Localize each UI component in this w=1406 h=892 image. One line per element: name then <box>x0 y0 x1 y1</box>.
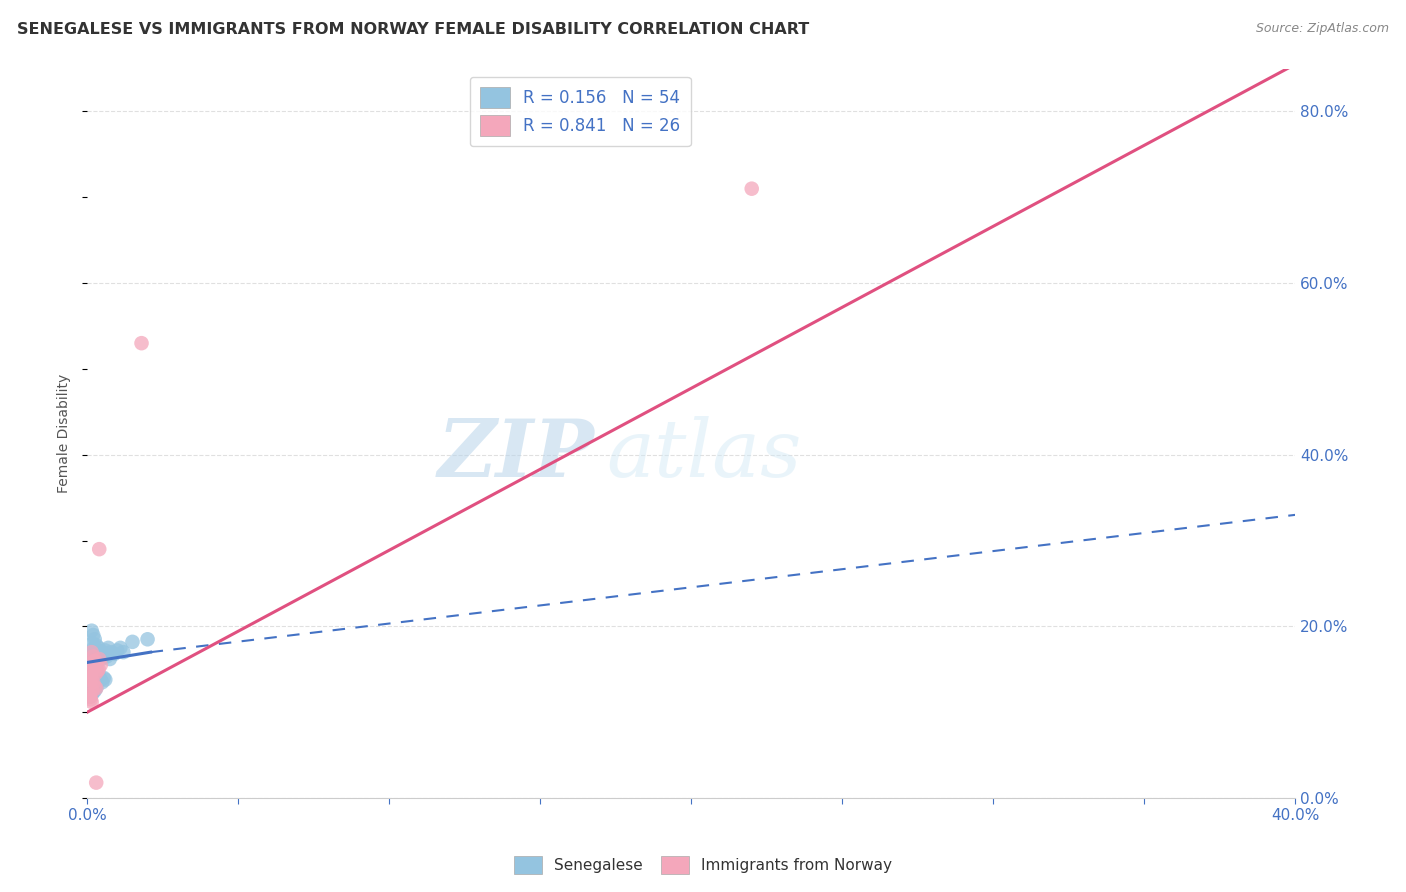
Point <box>90 652 112 666</box>
Point <box>96 649 118 664</box>
Point <box>82 683 104 698</box>
Point <box>89 652 111 666</box>
Point <box>79 671 101 685</box>
Point <box>741 182 763 196</box>
Point <box>79 664 101 678</box>
Text: Source: ZipAtlas.com: Source: ZipAtlas.com <box>1256 22 1389 36</box>
Point <box>80 695 103 709</box>
Point <box>83 664 105 678</box>
Point <box>82 686 104 700</box>
Point <box>91 645 114 659</box>
Point <box>80 624 103 638</box>
Point <box>94 673 117 687</box>
Point <box>80 666 103 681</box>
Point <box>83 660 105 674</box>
Point <box>89 669 111 683</box>
Point <box>82 636 104 650</box>
Point <box>82 666 104 681</box>
Point <box>89 542 111 557</box>
Point <box>84 638 107 652</box>
Point <box>79 647 101 661</box>
Point <box>94 643 117 657</box>
Point <box>87 662 110 676</box>
Point <box>87 643 110 657</box>
Point <box>79 675 101 690</box>
Point <box>82 649 104 664</box>
Point <box>89 647 111 661</box>
Point <box>84 664 107 678</box>
Point <box>84 645 107 659</box>
Point <box>79 688 101 702</box>
Point <box>89 647 111 661</box>
Point <box>82 656 104 670</box>
Point <box>90 673 112 687</box>
Legend: R = 0.156   N = 54, R = 0.841   N = 26: R = 0.156 N = 54, R = 0.841 N = 26 <box>470 77 690 146</box>
Point <box>82 675 104 690</box>
Point <box>80 656 103 670</box>
Point <box>84 775 107 789</box>
Point <box>93 671 115 685</box>
Point <box>90 658 112 673</box>
Point <box>91 675 114 690</box>
Point <box>80 658 103 673</box>
Point <box>110 640 132 655</box>
Point <box>87 666 110 681</box>
Point <box>83 669 105 683</box>
Point <box>83 654 105 668</box>
Point <box>79 690 101 704</box>
Point <box>100 645 122 659</box>
Point <box>87 664 110 678</box>
Point <box>97 640 120 655</box>
Point <box>82 628 104 642</box>
Text: SENEGALESE VS IMMIGRANTS FROM NORWAY FEMALE DISABILITY CORRELATION CHART: SENEGALESE VS IMMIGRANTS FROM NORWAY FEM… <box>17 22 808 37</box>
Point <box>80 692 103 706</box>
Point <box>79 690 101 704</box>
Y-axis label: Female Disability: Female Disability <box>58 374 72 493</box>
Point <box>121 635 143 649</box>
Point <box>80 649 103 664</box>
Point <box>83 683 105 698</box>
Point <box>83 680 105 694</box>
Point <box>84 658 107 673</box>
Point <box>131 336 153 351</box>
Point <box>79 671 101 685</box>
Point <box>80 673 103 687</box>
Point <box>84 681 107 696</box>
Point <box>84 662 107 676</box>
Point <box>136 632 159 647</box>
Point <box>83 640 105 655</box>
Point <box>80 686 103 700</box>
Point <box>98 652 121 666</box>
Point <box>83 632 105 647</box>
Point <box>80 680 103 694</box>
Point <box>82 681 104 696</box>
Legend: Senegalese, Immigrants from Norway: Senegalese, Immigrants from Norway <box>508 850 898 880</box>
Text: ZIP: ZIP <box>437 417 595 494</box>
Point <box>79 688 101 702</box>
Point <box>103 647 125 661</box>
Point <box>93 649 115 664</box>
Point <box>86 649 108 664</box>
Point <box>84 681 107 696</box>
Point <box>79 652 101 666</box>
Point <box>87 640 110 655</box>
Point <box>86 656 108 670</box>
Point <box>80 645 103 659</box>
Text: atlas: atlas <box>607 417 801 494</box>
Point <box>105 643 128 657</box>
Point <box>84 666 107 681</box>
Point <box>112 645 135 659</box>
Point <box>80 673 103 687</box>
Point <box>82 660 104 674</box>
